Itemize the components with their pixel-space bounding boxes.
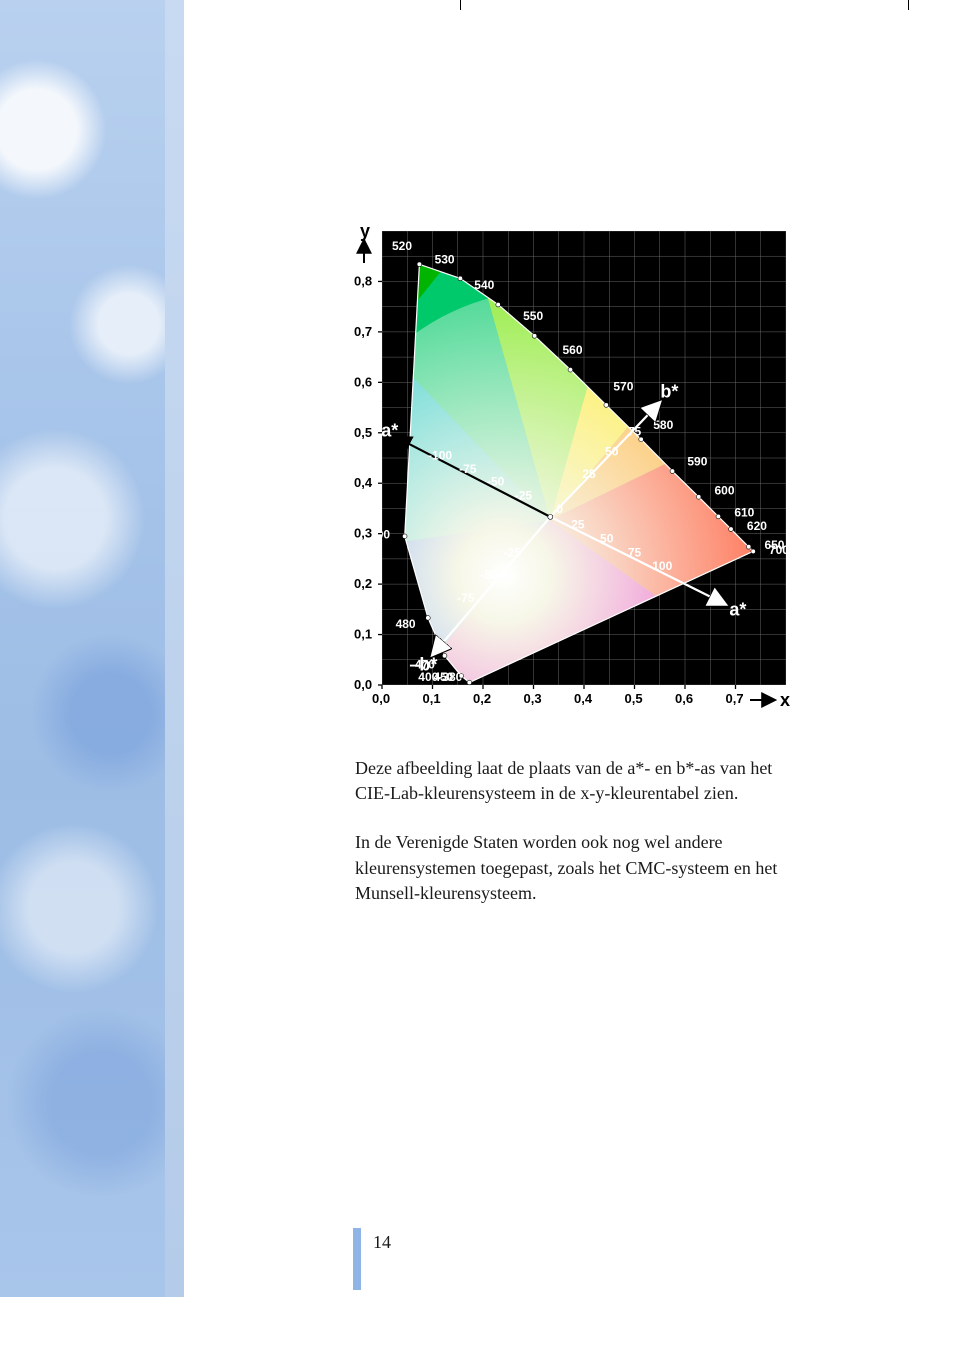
svg-text:0,0: 0,0	[372, 691, 390, 706]
svg-text:530: 530	[435, 252, 455, 266]
svg-text:0,6: 0,6	[354, 374, 372, 389]
crop-mark	[460, 0, 461, 10]
svg-text:0,4: 0,4	[354, 475, 373, 490]
svg-text:0,3: 0,3	[354, 526, 372, 541]
page-number: 14	[373, 1232, 391, 1253]
svg-text:480: 480	[396, 617, 416, 631]
svg-text:0: 0	[556, 502, 563, 516]
svg-text:0,8: 0,8	[354, 273, 372, 288]
y-tick-labels: 0,0 0,1 0,2 0,3 0,4 0,5 0,6 0,7 0,8	[354, 273, 373, 692]
svg-text:570: 570	[613, 380, 633, 394]
decorative-sidebar	[0, 0, 184, 1297]
svg-text:550: 550	[523, 309, 543, 323]
svg-text:580: 580	[653, 418, 673, 432]
crop-mark	[908, 0, 909, 10]
svg-text:–a*: –a*	[371, 420, 398, 440]
svg-text:a*: a*	[729, 600, 746, 620]
svg-text:-50: -50	[487, 475, 505, 489]
svg-text:0,4: 0,4	[574, 691, 593, 706]
cie-chromaticity-diagram: 400-380450470480490520530540550560570580…	[350, 225, 790, 715]
paragraph-2: In de Verenigde Staten worden ook nog we…	[355, 830, 785, 906]
svg-text:0,3: 0,3	[524, 691, 542, 706]
svg-text:-100: -100	[428, 449, 452, 463]
page-accent-bar	[353, 1228, 361, 1290]
svg-text:520: 520	[392, 239, 412, 253]
svg-text:0,5: 0,5	[625, 691, 643, 706]
svg-text:100: 100	[652, 559, 672, 573]
svg-text:b*: b*	[660, 381, 678, 401]
svg-text:0,2: 0,2	[354, 576, 372, 591]
x-tick-marks	[382, 685, 736, 689]
svg-text:610: 610	[734, 505, 754, 519]
svg-text:620: 620	[747, 519, 767, 533]
svg-text:540: 540	[474, 278, 494, 292]
x-axis-label: x	[780, 690, 790, 710]
body-text: Deze afbeelding laat de plaats van de a*…	[355, 756, 785, 930]
svg-text:-75: -75	[457, 591, 475, 605]
svg-text:700-780: 700-780	[769, 543, 790, 557]
svg-text:0,7: 0,7	[354, 324, 372, 339]
svg-text:0,0: 0,0	[354, 677, 372, 692]
svg-text:25: 25	[582, 467, 596, 481]
svg-text:-50: -50	[480, 568, 498, 582]
svg-text:560: 560	[563, 343, 583, 357]
diagram-svg: 400-380450470480490520530540550560570580…	[350, 225, 790, 715]
svg-text:–b*: –b*	[409, 654, 437, 674]
svg-text:0,5: 0,5	[354, 425, 372, 440]
paragraph-1: Deze afbeelding laat de plaats van de a*…	[355, 756, 785, 806]
svg-text:25: 25	[571, 518, 585, 532]
svg-text:-25: -25	[504, 545, 522, 559]
svg-text:0,1: 0,1	[423, 691, 441, 706]
svg-text:-75: -75	[459, 462, 477, 476]
svg-text:50: 50	[600, 532, 614, 546]
svg-text:0,1: 0,1	[354, 627, 372, 642]
svg-text:0,2: 0,2	[473, 691, 491, 706]
svg-text:-25: -25	[515, 488, 533, 502]
svg-text:590: 590	[687, 454, 707, 468]
y-axis-label: y	[360, 225, 370, 241]
x-tick-labels: 0,0 0,1 0,2 0,3 0,4 0,5 0,6 0,7	[372, 691, 744, 706]
svg-text:0,6: 0,6	[675, 691, 693, 706]
svg-text:75: 75	[628, 424, 642, 438]
svg-text:50: 50	[605, 444, 619, 458]
y-tick-marks	[378, 281, 382, 685]
decorative-sidebar-inner	[165, 0, 184, 1297]
svg-text:75: 75	[628, 545, 642, 559]
svg-text:600: 600	[714, 484, 734, 498]
svg-text:0,7: 0,7	[726, 691, 744, 706]
